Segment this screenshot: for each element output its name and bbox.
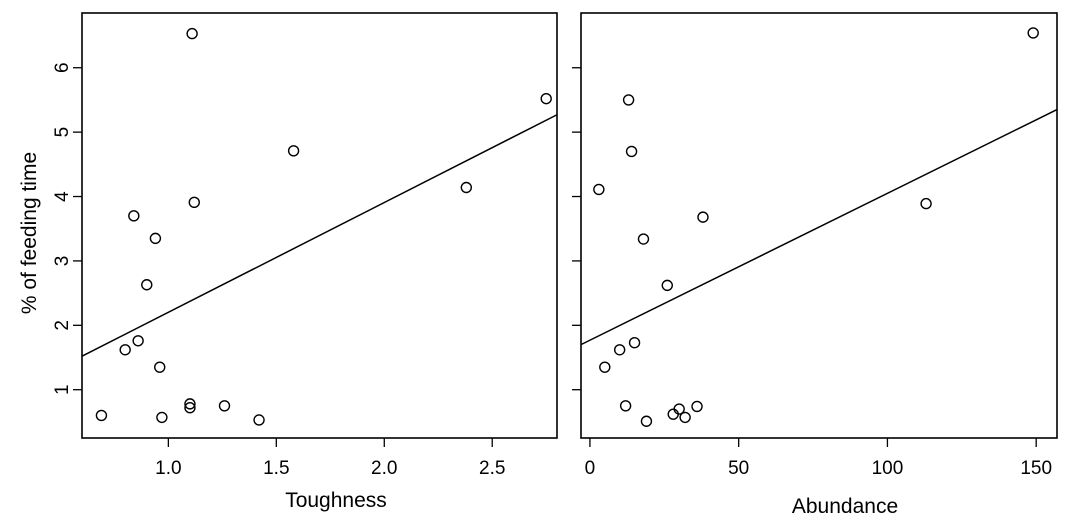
data-point xyxy=(156,411,168,424)
y-axis-title: % of feeding time xyxy=(18,152,41,314)
x-tick-label: 100 xyxy=(872,458,904,479)
data-point xyxy=(613,344,626,356)
regression-line xyxy=(81,114,558,357)
x-tick-label: 2.5 xyxy=(479,458,505,479)
panel-abundance: Abundance 0 50 100 150 xyxy=(572,12,1058,518)
data-point xyxy=(697,211,709,223)
panel-toughness: % of feeding time Toughness 1.0 1.5 2.0 2.5… xyxy=(18,12,558,512)
x-tick-label: 1.0 xyxy=(155,458,181,479)
data-point xyxy=(625,145,638,158)
data-point xyxy=(188,196,200,209)
data-point xyxy=(599,361,611,373)
data-point xyxy=(622,94,635,106)
data-point xyxy=(628,336,641,349)
data-point xyxy=(184,398,196,410)
x-axis-title-toughness: Toughness xyxy=(285,489,387,512)
data-point xyxy=(667,408,679,420)
data-point xyxy=(154,361,166,373)
data-point xyxy=(1027,27,1039,39)
data-point xyxy=(128,210,140,222)
plot-frame xyxy=(580,12,1058,439)
x-tick-label: 0 xyxy=(585,458,596,479)
data-point xyxy=(460,181,473,194)
data-point xyxy=(619,400,632,412)
data-point xyxy=(132,335,144,347)
x-tick-label: 150 xyxy=(1020,458,1052,479)
data-point xyxy=(661,279,673,292)
x-tick-label: 1.5 xyxy=(263,458,289,479)
y-tick-label: 6 xyxy=(52,62,73,73)
regression-line xyxy=(580,108,1058,346)
data-point xyxy=(637,233,650,245)
x-axis-title-abundance: Abundance xyxy=(792,495,898,518)
data-point xyxy=(95,409,108,422)
data-point xyxy=(149,232,162,245)
data-point xyxy=(184,402,196,414)
data-point xyxy=(673,403,685,415)
data-point xyxy=(253,414,265,426)
data-point xyxy=(640,415,653,427)
data-point xyxy=(141,279,153,291)
x-tick-label: 2.0 xyxy=(371,458,397,479)
data-point xyxy=(287,145,300,157)
data-point xyxy=(186,27,198,40)
x-tick-label: 50 xyxy=(728,458,749,479)
data-point xyxy=(540,92,552,105)
data-point xyxy=(218,400,231,412)
data-point xyxy=(691,400,703,413)
y-tick-label: 4 xyxy=(52,191,73,202)
y-tick-label: 2 xyxy=(52,320,73,331)
y-tick-label: 1 xyxy=(52,384,73,395)
y-tick-label: 3 xyxy=(52,256,73,267)
y-tick-label: 5 xyxy=(52,127,73,138)
data-point xyxy=(119,344,131,356)
data-point xyxy=(593,183,605,196)
data-point xyxy=(920,197,932,210)
plot-frame xyxy=(81,12,558,439)
data-point xyxy=(679,411,691,424)
